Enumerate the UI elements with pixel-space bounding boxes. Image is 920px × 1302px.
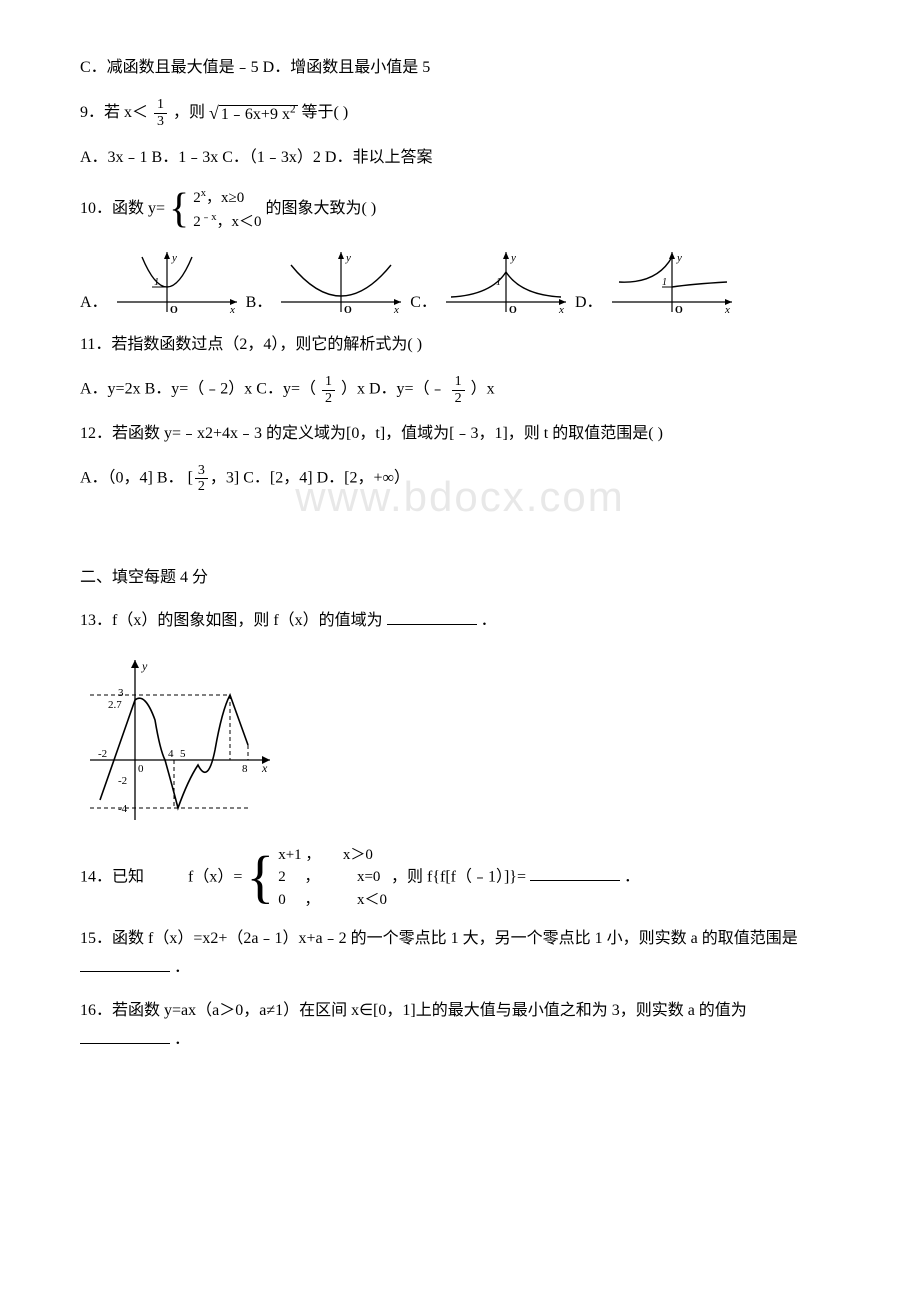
svg-text:O: O	[675, 305, 683, 316]
svg-text:y: y	[345, 252, 351, 264]
question-9-options: A．3x﹣1 B．1﹣3x C．（1﹣3x）2 D．非以上答案	[80, 144, 840, 173]
q9-stem-a: 9．若 x＜	[80, 104, 148, 121]
svg-text:y: y	[676, 252, 682, 264]
q10-stem-a: 10．函数	[80, 201, 144, 218]
question-16: 16．若函数 y=ax（a＞0，a≠1）在区间 x∈[0，1]上的最大值与最小值…	[80, 997, 840, 1055]
question-15: 15．函数 f（x）=x2+（2a﹣1）x+a﹣2 的一个零点比 1 大，另一个…	[80, 925, 840, 983]
svg-text:O: O	[344, 305, 352, 316]
svg-text:2.7: 2.7	[108, 699, 122, 711]
q13-graph-svg: 3 2.7 -2 0 4 5 8 -2 -4 x y	[80, 650, 280, 830]
svg-text:4: 4	[168, 748, 174, 760]
svg-text:O: O	[170, 305, 178, 316]
svg-text:y: y	[510, 252, 516, 264]
q8-text: C．减函数且最大值是﹣5 D．增函数且最小值是 5	[80, 59, 430, 76]
svg-text:x: x	[724, 304, 730, 316]
q9-sqrt: √1﹣6x+9 x2	[209, 97, 298, 130]
left-brace-icon: {	[246, 851, 274, 903]
graph-option-b: B． O x y	[246, 247, 407, 317]
svg-text:-4: -4	[118, 803, 128, 815]
graph-a-svg: 1 O x y	[112, 247, 242, 317]
q11-stem: 11．若指数函数过点（2，4），则它的解析式为( )	[80, 336, 422, 353]
q9-options-text: A．3x﹣1 B．1﹣3x C．（1﹣3x）2 D．非以上答案	[80, 149, 432, 166]
blank-field	[80, 1027, 170, 1044]
svg-text:1: 1	[154, 277, 159, 288]
question-11-options: A．y=2x B．y=（﹣2）x C．y=（ 1 2 ）x D．y=（﹣ 1 2…	[80, 374, 840, 406]
svg-text:0: 0	[138, 763, 144, 775]
graph-option-c: C． 1 O x y	[410, 247, 571, 317]
q11-frac1: 1 2	[322, 374, 335, 406]
graph-c-svg: 1 O x y	[441, 247, 571, 317]
question-10: 10．函数 y= { 2x，x≥0 2﹣x，x＜0 的图象大致为( )	[80, 186, 840, 233]
svg-text:x: x	[229, 304, 235, 316]
svg-text:-2: -2	[118, 775, 127, 787]
svg-text:1: 1	[662, 277, 667, 288]
svg-text:x: x	[558, 304, 564, 316]
graph-option-d: D． 1 O x y	[575, 247, 737, 317]
question-11: 11．若指数函数过点（2，4），则它的解析式为( )	[80, 331, 840, 360]
section-2-header: 二、填空每题 4 分	[80, 564, 840, 593]
question-14: 14．已知 f（x）= { x+1 ， x＞0 2 ， x=0 0 ， x＜0 …	[80, 844, 840, 912]
q10-piecewise: y= { 2x，x≥0 2﹣x，x＜0	[148, 186, 261, 233]
q12-stem: 12．若函数 y=﹣x2+4x﹣3 的定义域为[0，t]，值域为[﹣3，1]，则…	[80, 425, 663, 442]
q14-piecewise: f（x）= { x+1 ， x＞0 2 ， x=0 0 ， x＜0	[188, 844, 387, 912]
svg-text:y: y	[141, 659, 148, 673]
question-10-graphs: A． 1 O x y B． O x y C．	[80, 247, 840, 317]
graph-option-a: A． 1 O x y	[80, 247, 242, 317]
question-12: 12．若函数 y=﹣x2+4x﹣3 的定义域为[0，t]，值域为[﹣3，1]，则…	[80, 420, 840, 449]
svg-text:x: x	[393, 304, 399, 316]
q9-stem-b: ，则	[173, 104, 205, 121]
left-brace-icon: {	[169, 191, 189, 229]
question-12-options: A．（0，4] B． [32，3] C．[2，4] D．[2，+∞）	[80, 463, 840, 495]
q9-stem-c: 等于( )	[302, 104, 349, 121]
svg-text:8: 8	[242, 763, 248, 775]
svg-text:y: y	[171, 252, 177, 264]
q9-frac: 1 3	[154, 97, 167, 129]
question-13: 13．f（x）的图象如图，则 f（x）的值域为 ．	[80, 607, 840, 636]
graph-b-svg: O x y	[276, 247, 406, 317]
blank-field	[80, 955, 170, 972]
svg-text:-2: -2	[98, 748, 107, 760]
svg-text:3: 3	[118, 687, 124, 699]
question-8-options: C．减函数且最大值是﹣5 D．增函数且最小值是 5	[80, 54, 840, 83]
svg-text:1: 1	[496, 277, 501, 288]
question-9: 9．若 x＜ 1 3 ，则 √1﹣6x+9 x2 等于( )	[80, 97, 840, 130]
svg-text:O: O	[509, 305, 517, 316]
graph-d-svg: 1 O x y	[607, 247, 737, 317]
svg-text:x: x	[261, 761, 268, 775]
q10-stem-b: 的图象大致为( )	[265, 201, 376, 218]
blank-field	[530, 864, 620, 881]
question-13-figure: 3 2.7 -2 0 4 5 8 -2 -4 x y	[80, 650, 840, 830]
q11-frac2: 1 2	[452, 374, 465, 406]
q12-frac: 32	[195, 463, 208, 495]
blank-field	[387, 608, 477, 625]
svg-text:5: 5	[180, 748, 186, 760]
